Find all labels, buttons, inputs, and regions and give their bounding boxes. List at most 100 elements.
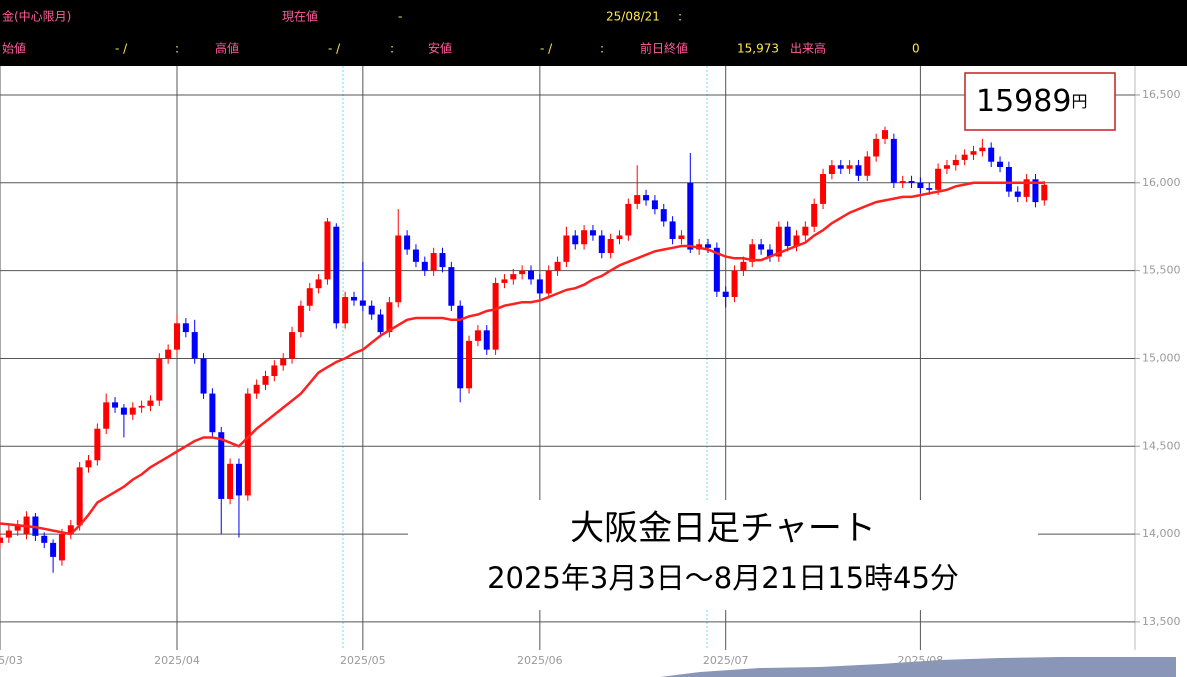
candle-body — [120, 407, 127, 415]
candle-body — [828, 165, 835, 175]
x-tick-label: 2025/05 — [340, 654, 386, 667]
candle-body — [315, 279, 322, 289]
candle-body — [926, 188, 933, 190]
candle-body — [846, 165, 853, 169]
y-tick-label: 15,500 — [1142, 264, 1181, 277]
candle-body — [492, 282, 499, 350]
candle-body — [368, 305, 375, 315]
candle-body — [775, 226, 782, 257]
x-tick-label: 2025/08 — [898, 654, 944, 667]
candle-body — [41, 535, 48, 543]
candle-body — [412, 249, 419, 262]
candle-body — [466, 340, 473, 389]
candle-body — [669, 221, 676, 240]
candle-body — [554, 261, 561, 271]
candle-body — [200, 358, 207, 394]
instrument: 金(中心限月) — [2, 9, 71, 24]
header-value: 0 — [912, 42, 920, 56]
candle-body — [76, 467, 83, 526]
candle-body — [174, 323, 180, 350]
moving-average — [0, 181, 1045, 536]
candle-body — [917, 182, 924, 189]
candle-body — [138, 405, 145, 408]
candle-body — [14, 525, 21, 531]
candle-body — [182, 323, 189, 333]
candle-body — [342, 296, 349, 324]
candle-body — [660, 209, 667, 222]
candle-body — [820, 174, 827, 204]
candle-body — [545, 270, 552, 294]
header-value: : — [678, 10, 682, 24]
candle-body — [864, 156, 871, 176]
candle-body — [333, 226, 340, 324]
candle-body — [997, 161, 1004, 167]
candle-body — [731, 270, 738, 297]
volume-area — [660, 657, 1176, 677]
candle-body — [519, 270, 526, 275]
candle-body — [1041, 184, 1048, 201]
candle-body — [324, 221, 331, 280]
candle-body — [687, 182, 694, 250]
candle-body — [112, 402, 119, 408]
candle-body — [625, 203, 632, 236]
chart-subtitle: 2025年3月3日～8月21日15時45分 — [487, 561, 959, 595]
candle-body — [749, 244, 756, 262]
candle-body — [1005, 166, 1012, 192]
candle-body — [979, 147, 986, 152]
candle-body — [430, 253, 437, 271]
plot: 13,500 14,000 14,500 15,000 15,500 16,000 16,5… — [0, 66, 1181, 667]
header-value: 25/08/21 — [606, 10, 660, 24]
candle-body — [297, 305, 304, 333]
y-tick-label: 14,500 — [1142, 439, 1181, 452]
candle-body — [855, 165, 862, 176]
candle-body — [404, 235, 411, 250]
y-tick-label: 16,000 — [1142, 176, 1181, 189]
candle-body — [988, 147, 995, 162]
candle-body — [262, 376, 269, 385]
candle-body — [961, 154, 968, 160]
candle-body — [528, 270, 534, 280]
candle-body — [483, 330, 490, 350]
candle-body — [147, 400, 154, 406]
candle-body — [873, 138, 880, 157]
candle-body — [616, 235, 623, 240]
candle-body — [351, 296, 357, 301]
last-price-unit: 円 — [1071, 92, 1087, 111]
candle-body — [581, 230, 588, 245]
header-value: : — [600, 42, 604, 56]
candle-body — [209, 393, 216, 433]
candle-body — [439, 253, 446, 268]
candle-body — [536, 279, 543, 294]
header-label: 始値 — [2, 41, 26, 56]
candle-body — [421, 261, 428, 271]
candle-body — [837, 165, 844, 169]
y-tick-label: 14,000 — [1142, 527, 1181, 540]
x-tick-label: 2025/03 — [0, 654, 23, 667]
header-label: 現在値 — [282, 9, 318, 24]
candle-body — [129, 407, 136, 415]
candle-body — [811, 203, 818, 227]
candle-body — [607, 239, 614, 254]
candle-body — [634, 195, 641, 204]
candle-body — [85, 460, 92, 468]
candle-body — [643, 195, 650, 201]
candle-body — [501, 279, 508, 283]
candle-body — [713, 247, 720, 292]
candle-body — [802, 226, 809, 236]
header-label: 高値 — [215, 41, 239, 56]
candle-body — [271, 365, 278, 377]
candle-body — [244, 393, 251, 496]
header-value: : — [175, 42, 179, 56]
candle-body — [94, 428, 101, 461]
candle-body — [191, 332, 198, 359]
candle-body — [5, 530, 12, 538]
candle-body — [306, 288, 313, 306]
candle-body — [740, 261, 747, 271]
candle-body — [253, 384, 260, 394]
candle-body — [722, 291, 729, 297]
candle-body — [589, 230, 596, 236]
candle-body — [793, 235, 800, 247]
candle-body — [103, 402, 110, 429]
candle-body — [227, 463, 234, 499]
candle-body — [598, 235, 605, 254]
